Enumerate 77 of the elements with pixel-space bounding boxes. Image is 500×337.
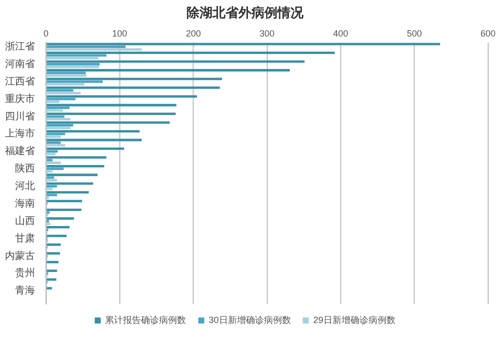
y-tick-label: 福建省	[5, 145, 35, 158]
y-tick-label: 陕西	[15, 162, 35, 175]
bar	[46, 168, 64, 170]
x-tick-label: 300	[259, 28, 275, 38]
bar	[46, 80, 103, 83]
bar	[46, 252, 60, 255]
bar	[46, 124, 74, 126]
y-tick-label: 重庆市	[5, 92, 35, 105]
bar	[46, 42, 440, 46]
bar	[46, 162, 61, 164]
x-tick-label: 500	[406, 28, 422, 38]
bar	[46, 69, 290, 72]
bar	[46, 72, 86, 74]
bar	[46, 86, 220, 89]
y-tick-label: 浙江省	[5, 40, 35, 53]
bar	[46, 112, 176, 116]
bar	[46, 100, 60, 103]
bar	[46, 270, 58, 272]
bar	[46, 158, 53, 162]
y-tick-label: 河南省	[5, 58, 35, 70]
y-tick-label: 甘肃	[15, 232, 35, 244]
bar	[46, 191, 89, 194]
bar	[46, 226, 70, 228]
y-tick-label: 四川省	[5, 110, 35, 122]
bar	[46, 164, 104, 168]
x-tick-label: 400	[333, 28, 348, 38]
bar	[46, 52, 335, 54]
bar	[46, 104, 176, 106]
bar	[46, 234, 67, 238]
bar	[46, 185, 58, 188]
y-tick-label: 贵州	[15, 267, 35, 280]
bar	[46, 95, 198, 98]
bar	[46, 260, 59, 264]
bar	[46, 176, 54, 179]
bar	[46, 287, 52, 290]
x-tick-label: 600	[480, 28, 496, 38]
bar	[46, 150, 58, 153]
bar	[46, 156, 106, 159]
bar	[46, 46, 126, 48]
y-tick-label: 上海市	[5, 128, 35, 140]
y-tick-label: 河北	[15, 180, 35, 192]
legend-label: 30日新增确诊病例数	[208, 314, 291, 325]
bar	[46, 179, 58, 182]
bar	[46, 62, 100, 66]
bar	[46, 141, 61, 144]
y-tick-label: 内蒙古	[5, 250, 35, 262]
bar	[46, 182, 94, 185]
x-tick-label: 100	[112, 28, 128, 38]
bar	[46, 106, 70, 110]
bar	[46, 83, 84, 86]
bar	[46, 126, 70, 130]
bar	[46, 89, 74, 92]
legend-label: 29日新增确诊病例数	[313, 314, 396, 325]
bar	[46, 130, 140, 132]
x-tick-label: 0	[43, 28, 49, 38]
bar	[46, 148, 124, 150]
bar	[46, 152, 56, 156]
bar	[46, 208, 82, 211]
y-tick-label: 山西	[15, 214, 35, 227]
y-tick-label: 海南	[15, 197, 35, 210]
bar	[46, 48, 142, 51]
bar	[46, 243, 61, 246]
bar	[46, 66, 100, 68]
x-tick-label: 200	[186, 28, 201, 38]
bar	[46, 74, 87, 77]
bar	[46, 174, 98, 176]
chart-title: 除湖北省外病例情况	[186, 5, 304, 22]
bar	[46, 56, 98, 60]
bar	[46, 98, 76, 100]
y-tick-label: 江西省	[5, 75, 35, 88]
bar	[46, 222, 50, 226]
legend-label: 累计报告确诊病例数	[105, 314, 186, 325]
bar	[46, 118, 70, 120]
y-tick-label: 青海	[15, 284, 35, 297]
bar	[46, 144, 66, 147]
bar	[46, 121, 170, 124]
bar	[46, 135, 61, 138]
